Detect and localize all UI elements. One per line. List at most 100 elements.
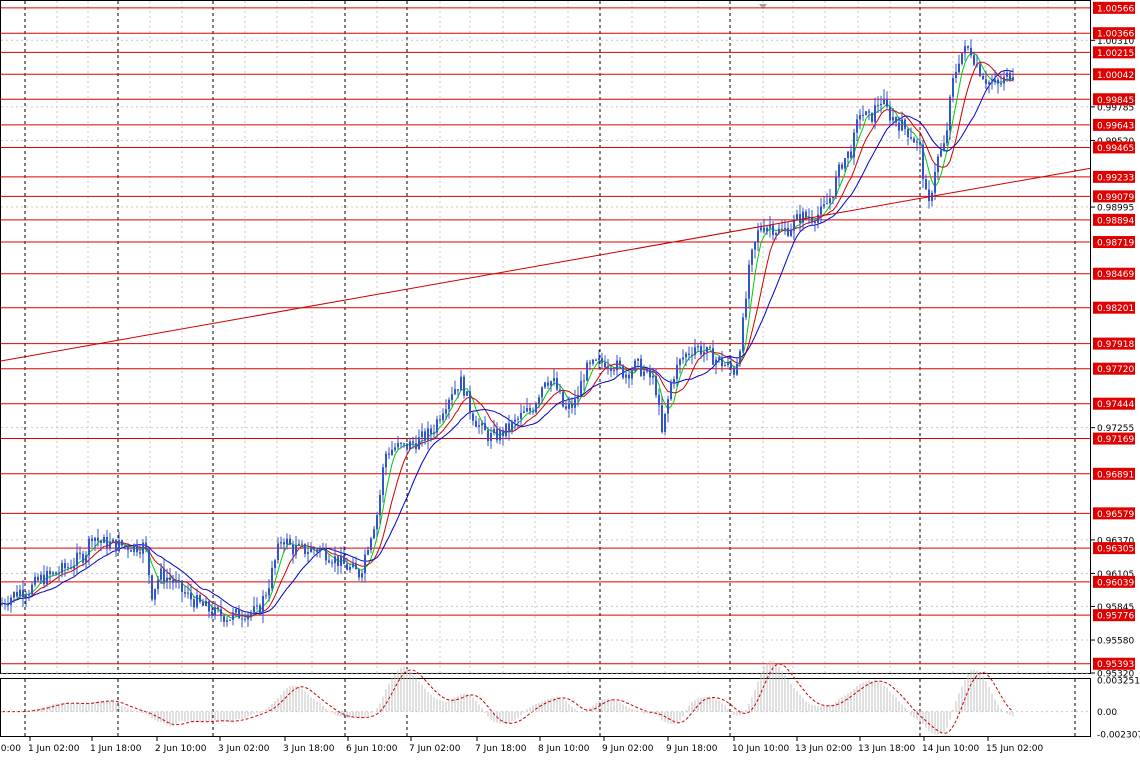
candle-body: [577, 394, 579, 400]
candle-body: [1000, 83, 1002, 85]
candle-body: [148, 549, 150, 576]
candle-body: [394, 447, 396, 450]
candle-body: [238, 609, 240, 619]
candle-body: [274, 560, 276, 568]
candle-body: [70, 567, 72, 569]
candle-body: [460, 376, 462, 391]
candle-body: [811, 217, 813, 223]
candle-body: [346, 563, 348, 570]
candle-body: [640, 358, 642, 376]
candle-body: [892, 117, 894, 121]
candle-body: [919, 141, 921, 145]
candle-body: [436, 419, 438, 433]
candle-body: [337, 556, 339, 566]
price-level-label-box: [1093, 27, 1135, 40]
candle-body: [382, 467, 384, 496]
candle-body: [412, 441, 414, 444]
candle-body: [400, 443, 402, 445]
candle-body: [721, 357, 723, 367]
candle-body: [409, 441, 411, 450]
candle-body: [487, 430, 489, 442]
candle-body: [334, 556, 336, 564]
candle-body: [688, 353, 690, 355]
candle-body: [112, 539, 114, 542]
candle-body: [784, 227, 786, 229]
candle-body: [748, 264, 750, 299]
candle-body: [685, 353, 687, 358]
price-level-label: 0.96579: [1097, 510, 1134, 520]
moving-average-line: [1, 69, 1014, 615]
price-axis-label: 0.99785: [1097, 103, 1134, 113]
candle-body: [4, 603, 6, 605]
trend-line[interactable]: [0, 167, 1091, 362]
candle-body: [22, 589, 24, 598]
candle-body: [373, 529, 375, 539]
candle-body: [655, 375, 657, 396]
time-axis-label: 15 Jun 02:00: [986, 744, 1043, 754]
candle-body: [613, 370, 615, 372]
candle-body: [13, 591, 15, 598]
candle-body: [790, 230, 792, 236]
candle-body: [28, 594, 30, 596]
candle-body: [565, 406, 567, 409]
candle-body: [571, 403, 573, 408]
candle-body: [61, 563, 63, 574]
candle-body: [616, 360, 618, 371]
time-axis-label: 9 Jun 18:00: [666, 744, 718, 754]
candle-body: [331, 562, 333, 564]
candle-body: [853, 132, 855, 158]
candle-body: [250, 612, 252, 615]
candle-body: [838, 164, 840, 177]
candle-body: [547, 382, 549, 386]
candle-body: [319, 547, 321, 552]
price-level-label: 1.00366: [1097, 30, 1134, 40]
price-level-label-box: [1093, 507, 1135, 520]
candle-body: [667, 399, 669, 414]
candle-body: [43, 574, 45, 585]
price-level-label: 0.95776: [1097, 612, 1134, 622]
candle-body: [520, 412, 522, 419]
candle-body: [865, 111, 867, 116]
price-level-label-box: [1093, 267, 1135, 280]
candle-body: [622, 365, 624, 378]
candle-body: [904, 119, 906, 129]
candle-body: [955, 72, 957, 78]
candle-body: [601, 358, 603, 363]
candle-body: [775, 233, 777, 235]
candle-body: [343, 555, 345, 564]
time-axis-label: 13 Jun 18:00: [858, 744, 915, 754]
candle-body: [886, 98, 888, 107]
candle-body: [67, 567, 69, 569]
candle-body: [115, 539, 117, 552]
price-axis-label: 0.95580: [1097, 637, 1134, 647]
candle-body: [1009, 72, 1011, 81]
candle-body: [997, 79, 999, 84]
candle-body: [910, 137, 912, 139]
candle-body: [193, 599, 195, 608]
candle-body: [709, 346, 711, 349]
candle-body: [778, 228, 780, 234]
candle-body: [226, 620, 228, 623]
candle-body: [322, 547, 324, 549]
candle-body: [946, 130, 948, 144]
candle-body: [82, 553, 84, 563]
candle-body: [859, 115, 861, 120]
candle-body: [367, 549, 369, 555]
candle-body: [424, 431, 426, 441]
candle-body: [286, 538, 288, 545]
candle-body: [235, 609, 237, 613]
candle-body: [289, 538, 291, 545]
candle-body: [187, 592, 189, 594]
candle-body: [985, 79, 987, 84]
time-axis-label: 6 Jun 10:00: [346, 744, 398, 754]
candle-body: [217, 607, 219, 610]
candle-body: [85, 555, 87, 563]
candle-body: [781, 228, 783, 230]
time-axis-label: 10:00: [0, 744, 21, 754]
candle-body: [493, 429, 495, 433]
candle-body: [490, 432, 492, 442]
candle-body: [649, 368, 651, 378]
candle-body: [829, 198, 831, 204]
